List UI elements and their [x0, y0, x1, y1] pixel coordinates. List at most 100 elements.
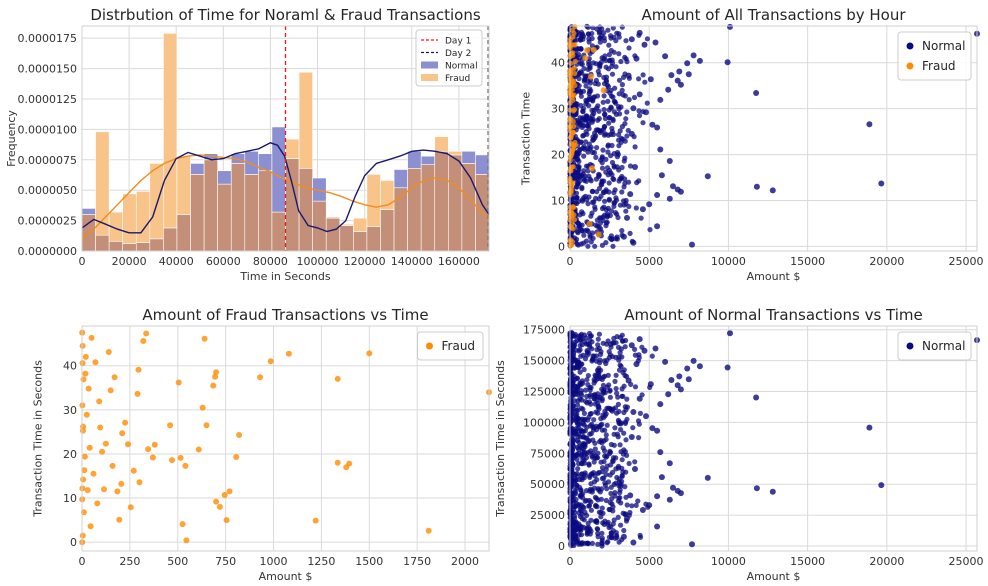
point-normal-dense	[581, 452, 587, 458]
point-fraud	[179, 521, 186, 528]
x-tick-label: 250	[119, 555, 140, 568]
point-fraud	[588, 73, 595, 80]
x-tick-label: 0	[567, 255, 574, 268]
point-fraud	[285, 350, 292, 357]
point-normal-dense	[626, 179, 632, 185]
point-normal-dense	[623, 208, 629, 214]
point-normal-dense	[595, 534, 601, 540]
point-normal-dense	[581, 410, 588, 416]
chart-title: Amount of Normal Transactions vs Time	[624, 306, 923, 324]
point-normal-dense	[575, 385, 581, 391]
legend: Normal Fraud	[897, 31, 972, 81]
point-normal-dense	[601, 521, 607, 528]
point-normal-dense	[587, 176, 593, 182]
point-normal-dense	[590, 60, 596, 66]
y-tick-label: 75000	[530, 447, 565, 460]
point-fraud	[94, 500, 101, 507]
point-normal-dense	[613, 236, 619, 242]
y-tick-label: 0.0000075	[18, 154, 78, 167]
point-fraud-dense	[569, 50, 576, 56]
point-normal-dense	[594, 526, 600, 532]
point-fraud	[195, 446, 202, 453]
point-normal-dense	[573, 37, 579, 43]
point-normal-dense	[582, 498, 588, 504]
y-axis-label: Transaction Time in Seconds	[31, 360, 44, 518]
y-axis-label: Frequency	[5, 110, 18, 167]
point-normal	[866, 121, 873, 128]
point-normal-dense	[608, 441, 615, 448]
histogram-bar-overlap	[339, 225, 354, 252]
point-normal-dense	[598, 459, 604, 465]
point-normal-dense	[585, 530, 591, 536]
point-fraud-dense	[572, 58, 579, 64]
point-normal-dense	[570, 460, 576, 466]
x-axis-label: Time in Seconds	[239, 270, 330, 283]
point-normal-dense	[577, 37, 584, 43]
point-normal-dense	[588, 213, 594, 219]
point-fraud	[334, 459, 341, 466]
point-normal	[641, 347, 648, 354]
point-normal-dense	[587, 337, 593, 343]
point-normal-dense	[586, 59, 592, 65]
histogram-bar-overlap	[163, 227, 178, 252]
point-normal-dense	[581, 78, 587, 84]
point-normal	[641, 41, 648, 48]
point-normal-dense	[600, 340, 606, 346]
point-fraud	[425, 527, 432, 534]
point-normal-dense	[611, 164, 618, 170]
point-normal-dense	[608, 105, 614, 111]
histogram-bar-overlap	[448, 154, 463, 252]
point-normal-dense	[621, 158, 627, 164]
point-normal	[649, 121, 656, 128]
point-fraud	[199, 404, 206, 411]
point-normal-dense	[590, 235, 596, 241]
point-normal-dense	[620, 393, 626, 399]
point-normal-dense	[614, 149, 621, 156]
point-normal-dense	[591, 417, 597, 423]
point-normal	[647, 381, 654, 388]
point-fraud-dense	[572, 139, 578, 145]
point-normal	[668, 377, 675, 383]
histogram-bar-overlap	[380, 209, 395, 252]
point-normal-dense	[600, 445, 606, 451]
point-normal-dense	[640, 120, 646, 126]
point-fraud	[366, 350, 373, 357]
point-normal-dense	[579, 397, 585, 403]
point-normal-dense	[619, 82, 626, 88]
x-tick-label: 1000	[260, 555, 288, 568]
point-normal-dense	[608, 153, 614, 159]
x-tick-label: 15000	[790, 555, 825, 568]
x-tick-label: 140000	[391, 255, 433, 268]
point-normal-dense	[613, 386, 619, 392]
y-tick-label: 30	[551, 103, 565, 116]
point-fraud	[175, 379, 182, 386]
point-normal-dense	[594, 223, 601, 229]
point-normal-dense	[588, 431, 594, 437]
point-normal-dense	[592, 518, 599, 525]
point-normal	[652, 39, 659, 46]
point-normal-dense	[580, 88, 587, 94]
point-normal-dense	[626, 460, 632, 467]
point-normal-dense	[606, 42, 612, 48]
point-normal	[677, 386, 684, 393]
point-fraud	[203, 422, 210, 429]
point-normal-dense	[592, 401, 598, 407]
point-normal-dense	[632, 346, 638, 352]
point-normal-dense	[581, 366, 587, 373]
point-normal-dense	[590, 137, 596, 143]
point-normal-dense	[582, 416, 588, 422]
point-normal-dense	[594, 189, 600, 195]
point-normal-dense	[589, 346, 595, 352]
point-normal	[753, 485, 760, 492]
histogram-bar-overlap	[325, 217, 341, 252]
point-normal-dense	[596, 171, 602, 177]
point-normal-dense	[611, 517, 617, 523]
legend-marker-fraud	[906, 62, 914, 70]
point-normal-dense	[590, 437, 596, 443]
x-tick-label: 0	[567, 555, 574, 568]
point-fraud	[96, 398, 103, 405]
y-tick-label: 40	[551, 57, 565, 70]
point-normal	[878, 482, 885, 489]
legend-marker-fraud	[426, 342, 433, 350]
point-normal	[636, 29, 643, 36]
